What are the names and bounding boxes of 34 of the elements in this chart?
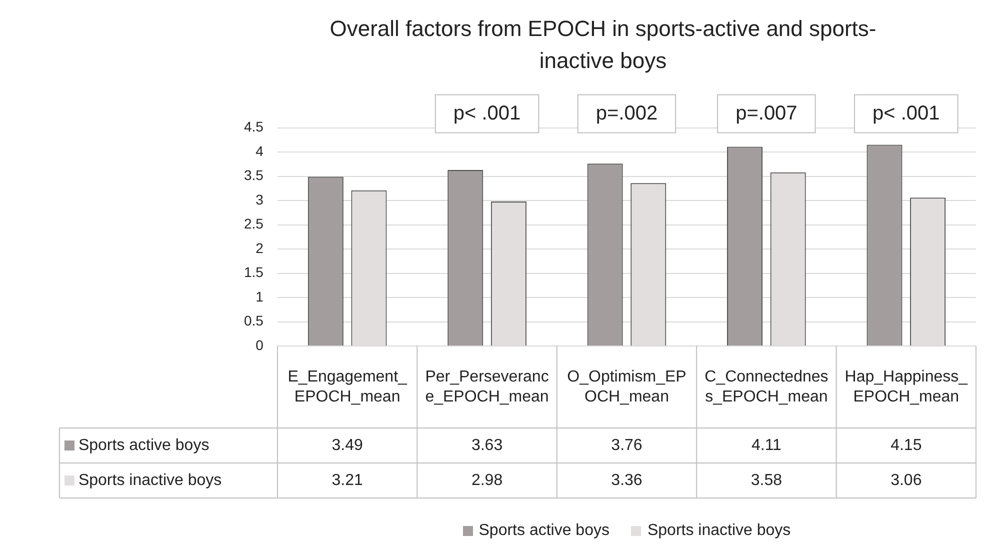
- data-label: 3.63: [471, 436, 503, 454]
- data-label: 3.21: [332, 472, 363, 489]
- x-tick-label: Hap_Happiness_EPOCH_mean: [844, 368, 969, 406]
- x-tick-label: C_Connectedness_EPOCH_mean: [704, 368, 828, 406]
- legend-label: Sports inactive boys: [647, 521, 791, 541]
- text: Sports inactive boys: [78, 472, 222, 489]
- data-label: 2.98: [471, 472, 503, 489]
- text: p< .001: [872, 102, 940, 124]
- y-tick-label: 2: [256, 240, 264, 256]
- y-tick-label: 1: [256, 288, 264, 304]
- x-tick-label: E_Engagement_EPOCH_mean: [288, 368, 408, 406]
- x-tick-label: O_Optimism_EPOCH_mean: [567, 368, 686, 406]
- y-tick-label: 3.5: [244, 167, 264, 184]
- data-label: 3.58: [750, 472, 782, 489]
- y-tick-label: 4.5: [244, 118, 264, 135]
- y-tick-label: 4: [256, 142, 264, 159]
- data-label: 4.11: [751, 436, 782, 454]
- data-label: 4.15: [890, 436, 922, 454]
- data-label: 3.36: [611, 472, 642, 489]
- x-tick-label: Per_Perseverance_EPOCH_mean: [425, 368, 549, 406]
- text: p=.002: [596, 102, 658, 124]
- data-label: 3.76: [611, 436, 642, 454]
- text: p=.007: [736, 102, 798, 124]
- data-label: 3.06: [890, 472, 922, 489]
- y-tick-label: 2.5: [244, 216, 264, 232]
- y-tick-label: 0.5: [244, 312, 264, 329]
- text: Sports active boys: [478, 522, 610, 539]
- y-tick-label: 3: [256, 191, 264, 208]
- y-tick-label: 1.5: [244, 264, 264, 280]
- chart-title: Overall factors from EPOCH in sports-active and sports-inactive boys: [330, 16, 876, 73]
- y-tick-label: 0: [256, 336, 264, 353]
- text: p< .001: [453, 102, 521, 124]
- data-label: 3.49: [332, 436, 363, 454]
- legend-label: Sports active boys: [78, 436, 210, 454]
